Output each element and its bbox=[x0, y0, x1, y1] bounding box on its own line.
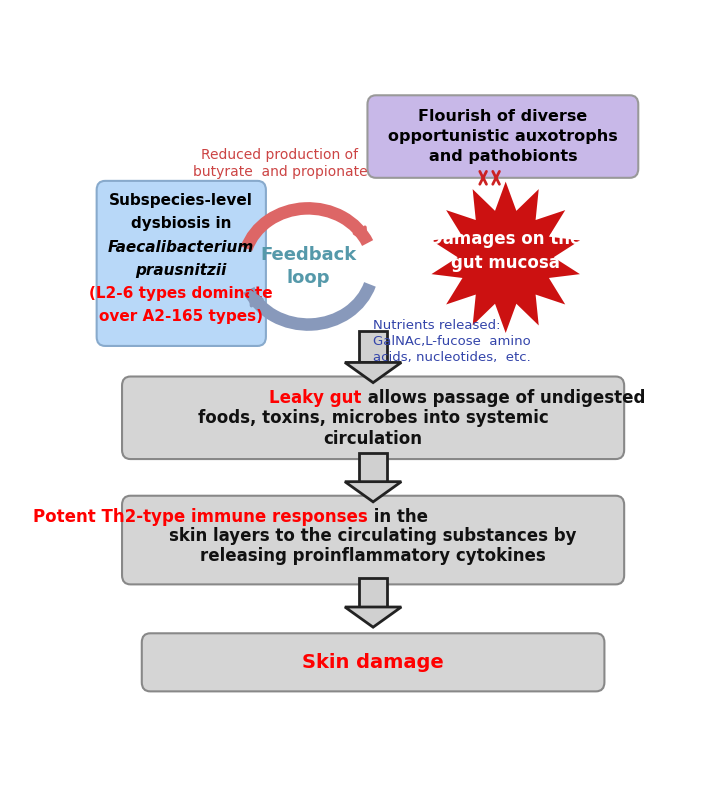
Text: Skin damage: Skin damage bbox=[302, 653, 444, 672]
Text: Flourish of diverse
opportunistic auxotrophs
and pathobionts: Flourish of diverse opportunistic auxotr… bbox=[388, 110, 618, 164]
Polygon shape bbox=[345, 482, 401, 502]
Text: foods, toxins, microbes into systemic: foods, toxins, microbes into systemic bbox=[198, 410, 548, 427]
Text: Reduced production of
butyrate  and propionate: Reduced production of butyrate and propi… bbox=[193, 148, 368, 179]
Text: dysbiosis in: dysbiosis in bbox=[131, 216, 232, 231]
Text: over A2-165 types): over A2-165 types) bbox=[99, 310, 264, 324]
Polygon shape bbox=[345, 607, 401, 627]
FancyBboxPatch shape bbox=[359, 578, 387, 607]
Text: allows passage of undigested: allows passage of undigested bbox=[363, 388, 646, 407]
Text: skin layers to the circulating substances by: skin layers to the circulating substance… bbox=[170, 527, 577, 545]
FancyBboxPatch shape bbox=[142, 634, 604, 692]
Polygon shape bbox=[432, 182, 580, 333]
Text: circulation: circulation bbox=[324, 430, 422, 448]
FancyBboxPatch shape bbox=[122, 495, 624, 584]
FancyBboxPatch shape bbox=[97, 181, 266, 346]
Text: prausnitzii: prausnitzii bbox=[135, 263, 227, 278]
Text: Feedback
loop: Feedback loop bbox=[260, 246, 356, 287]
Text: releasing proinflammatory cytokines: releasing proinflammatory cytokines bbox=[200, 547, 546, 565]
Text: (L2-6 types dominate: (L2-6 types dominate bbox=[90, 286, 273, 301]
FancyBboxPatch shape bbox=[122, 376, 624, 459]
Text: Faecalibacterium: Faecalibacterium bbox=[108, 240, 254, 255]
FancyBboxPatch shape bbox=[359, 330, 387, 362]
Text: Leaky gut: Leaky gut bbox=[269, 388, 362, 407]
Text: Potent Th2-type immune responses: Potent Th2-type immune responses bbox=[33, 508, 368, 526]
Text: Subspecies-level: Subspecies-level bbox=[109, 193, 253, 208]
FancyBboxPatch shape bbox=[368, 95, 638, 178]
Polygon shape bbox=[345, 362, 401, 383]
Text: Damages on the
gut mucosa: Damages on the gut mucosa bbox=[430, 230, 582, 272]
FancyBboxPatch shape bbox=[359, 453, 387, 482]
Text: in the: in the bbox=[368, 508, 428, 526]
Text: Nutrients released:
GalNAc,L-fucose  amino
acids, nucleotides,  etc.: Nutrients released: GalNAc,L-fucose amin… bbox=[373, 319, 531, 364]
